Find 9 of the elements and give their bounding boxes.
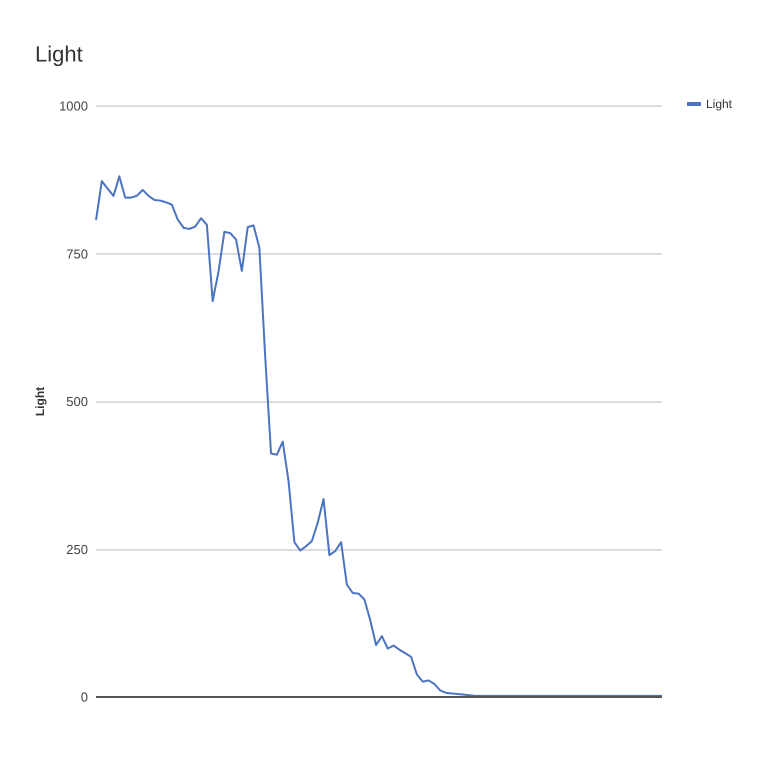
legend-label: Light — [706, 97, 733, 111]
y-tick-label: 500 — [66, 394, 88, 409]
y-tick-label: 750 — [66, 246, 88, 262]
chart-title: Light — [35, 42, 83, 66]
y-tick-label: 1000 — [59, 98, 88, 114]
y-axis-title: Light — [33, 386, 47, 416]
line-series — [95, 175, 663, 697]
y-tick-label: 250 — [66, 542, 88, 557]
y-tick-label: 0 — [80, 690, 88, 704]
